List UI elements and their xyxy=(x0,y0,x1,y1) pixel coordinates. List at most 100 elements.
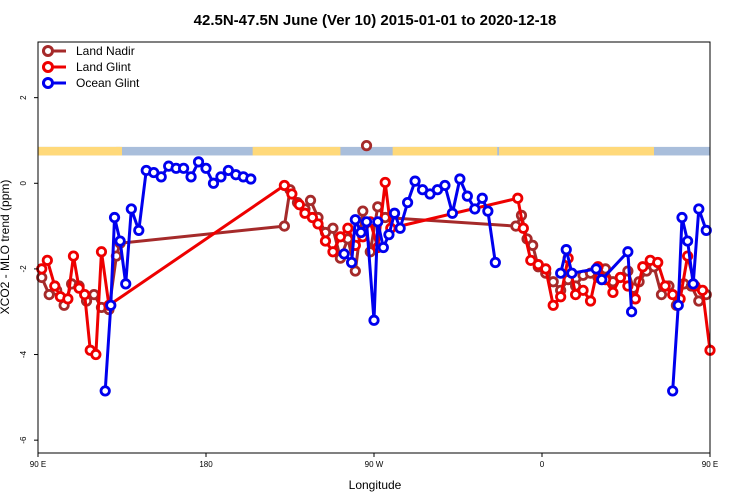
legend-item-land-nadir: Land Nadir xyxy=(42,44,135,58)
land-glint-point xyxy=(547,299,559,311)
legend-item-ocean-glint: Ocean Glint xyxy=(42,76,140,90)
ocean-glint-point xyxy=(596,274,608,286)
ocean-glint-point xyxy=(133,224,145,236)
x-tick-label: 180 xyxy=(199,460,213,469)
land-glint-point xyxy=(286,188,298,200)
legend: Land Nadir Land Glint Ocean Glint xyxy=(42,44,140,90)
ocean-glint-point xyxy=(672,299,684,311)
series-layer xyxy=(36,140,716,397)
land-nadir-point xyxy=(327,222,339,234)
ocean-glint-point xyxy=(192,156,205,168)
ocean-glint-point xyxy=(360,216,373,228)
ocean-glint-point xyxy=(383,229,395,241)
ocean-glint-point xyxy=(377,241,389,254)
land-glint-point xyxy=(95,246,108,258)
ocean-glint-point xyxy=(155,171,167,183)
land-glint-point xyxy=(62,293,74,305)
land-glint-point xyxy=(540,263,552,275)
legend-label-land-nadir: Land Nadir xyxy=(76,44,135,58)
ocean-glint-point xyxy=(178,162,190,174)
land-glint-point xyxy=(49,280,61,292)
ocean-glint-point xyxy=(215,171,227,183)
ocean-glint-point xyxy=(345,256,358,269)
land-glint-point xyxy=(584,295,597,307)
land-nadir-point xyxy=(527,239,539,251)
ocean-glint-point xyxy=(446,207,458,219)
ocean-glint-point xyxy=(207,177,220,189)
ocean-glint-point xyxy=(120,278,132,290)
y-tick-label: -4 xyxy=(19,350,28,358)
land-nadir-point xyxy=(304,194,317,207)
land-band-segment xyxy=(116,146,122,156)
ocean-glint-point xyxy=(125,203,137,215)
land-glint-point xyxy=(614,271,627,284)
land-nadir-point xyxy=(278,220,290,232)
y-axis-label: XCO2 - MLO trend (ppm) xyxy=(0,180,12,315)
ocean-glint-point xyxy=(454,173,466,185)
ocean-glint-point xyxy=(105,299,117,311)
land-glint-point xyxy=(696,284,709,296)
ocean-glint-point xyxy=(108,211,121,224)
land-glint-point xyxy=(334,231,346,243)
land-band-segment xyxy=(252,146,341,156)
ocean-band xyxy=(38,146,710,156)
land-glint-point xyxy=(512,192,524,204)
y-tick-label: 2 xyxy=(19,95,28,100)
land-band-segment xyxy=(38,146,121,156)
ocean-glint-point xyxy=(372,216,384,228)
land-ocean-band xyxy=(38,146,710,156)
ocean-glint-point xyxy=(394,222,406,234)
x-axis: 90 E 180 90 W 0 90 E xyxy=(30,453,718,469)
ocean-glint-point xyxy=(625,306,638,318)
land-glint-point xyxy=(577,284,589,296)
ocean-glint-point xyxy=(114,235,126,247)
chart-title: 42.5N-47.5N June (Ver 10) 2015-01-01 to … xyxy=(194,12,557,29)
legend-marker-land-nadir xyxy=(42,45,54,57)
legend-label-land-glint: Land Glint xyxy=(76,60,131,74)
ocean-glint-point xyxy=(99,385,111,397)
land-glint-point xyxy=(90,348,102,361)
ocean-glint-point xyxy=(368,314,380,326)
land-glint-point xyxy=(637,261,649,273)
land-nadir-point xyxy=(349,265,361,277)
land-glint-point xyxy=(327,246,339,258)
ocean-glint-point xyxy=(338,248,350,260)
ocean-glint-point xyxy=(676,211,688,224)
land-glint-point xyxy=(517,222,529,234)
land-glint-point xyxy=(659,280,671,292)
ocean-glint-point xyxy=(476,192,488,204)
legend-marker-land-glint xyxy=(42,61,54,73)
x-tick-label: 90 E xyxy=(30,460,46,469)
land-nadir-point xyxy=(693,295,705,307)
ocean-glint-point xyxy=(349,214,361,226)
land-glint-point xyxy=(67,250,80,262)
land-glint-point xyxy=(555,291,567,303)
ocean-glint-point xyxy=(622,246,634,258)
land-nadir-point xyxy=(88,288,100,301)
ocean-glint-line xyxy=(103,160,252,392)
land-glint-point xyxy=(342,222,354,234)
y-tick-label: -2 xyxy=(19,265,28,273)
y-tick-label: 0 xyxy=(19,181,28,186)
legend-label-ocean-glint: Ocean Glint xyxy=(76,76,140,90)
land-glint-point xyxy=(278,179,290,192)
land-nadir-point xyxy=(36,271,48,284)
land-glint-point xyxy=(79,288,91,301)
ocean-glint-point xyxy=(461,190,473,202)
ocean-glint-point xyxy=(469,203,481,215)
ocean-glint-point xyxy=(489,256,501,269)
land-glint-point xyxy=(607,286,619,299)
ocean-glint-point xyxy=(700,224,712,236)
land-band-segment xyxy=(499,146,654,156)
ocean-glint-point xyxy=(439,179,451,192)
land-glint-point xyxy=(293,199,305,211)
legend-marker-ocean-glint xyxy=(42,77,54,89)
ocean-glint-point xyxy=(667,385,679,397)
legend-item-land-glint: Land Glint xyxy=(42,60,131,74)
ocean-glint-point xyxy=(245,173,257,185)
ocean-glint-point xyxy=(185,171,197,183)
land-glint-point xyxy=(652,256,664,269)
land-band-segment xyxy=(392,146,498,156)
ocean-glint-point xyxy=(200,162,212,174)
